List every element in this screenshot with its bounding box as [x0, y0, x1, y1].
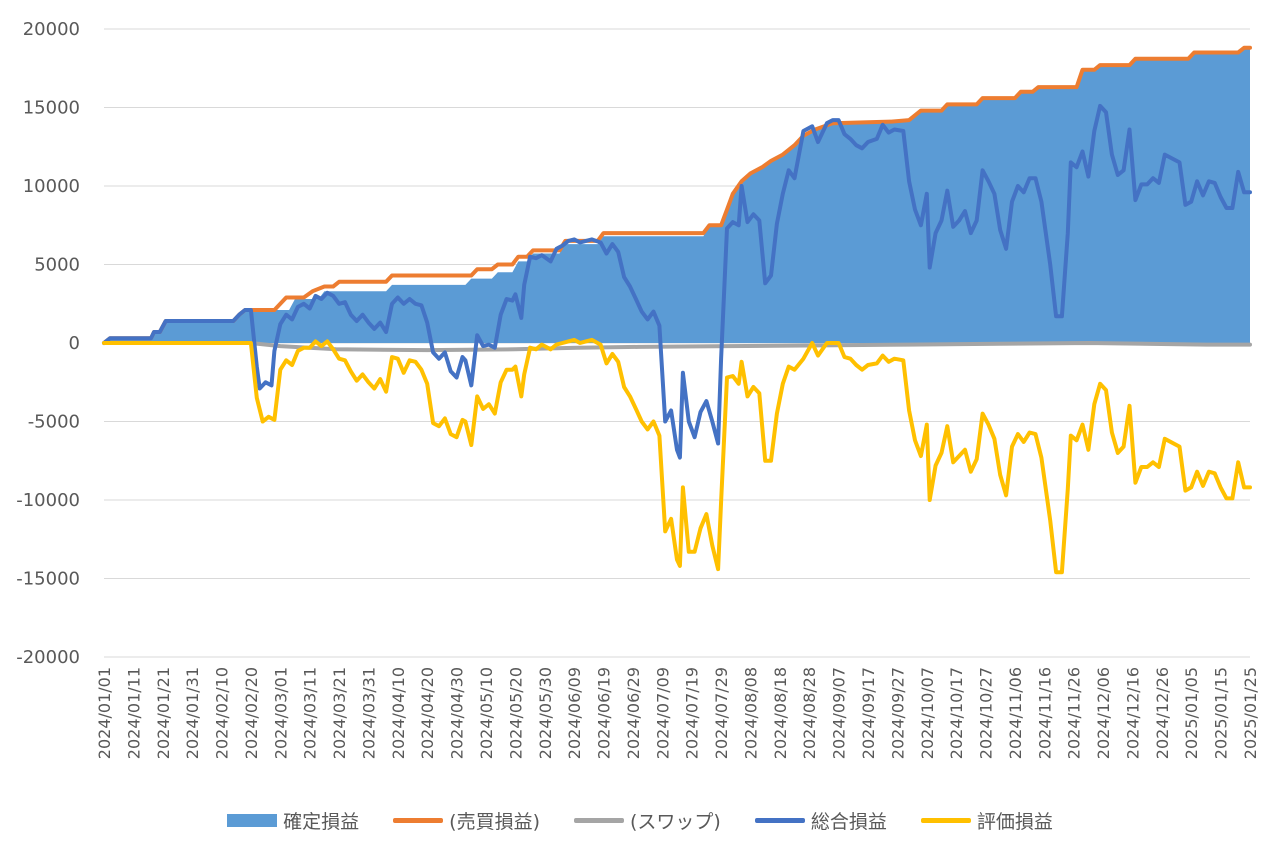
legend-swatch [920, 817, 971, 823]
x-tick-label: 2024/04/10 [389, 667, 408, 759]
x-tick-label: 2024/05/10 [477, 667, 496, 759]
x-tick-label: 2024/04/30 [448, 667, 467, 759]
x-tick-label: 2024/01/01 [95, 667, 114, 759]
x-tick-label: 2024/03/01 [271, 667, 290, 759]
x-tick-label: 2024/04/20 [418, 667, 437, 759]
x-tick-label: 2024/06/29 [624, 667, 643, 759]
y-tick-label: 10000 [23, 176, 80, 197]
x-tick-label: 2024/03/11 [301, 667, 320, 759]
y-tick-label: 5000 [34, 255, 80, 276]
y-tick-label: -20000 [16, 647, 80, 668]
legend-label: (売買損益) [449, 810, 540, 833]
y-tick-label: -5000 [28, 412, 80, 433]
series-line-総合損益 [102, 103, 1252, 460]
x-tick-label: 2024/09/17 [859, 667, 878, 759]
x-tick-label: 2024/02/20 [242, 667, 261, 759]
legend-swatch [393, 817, 444, 823]
y-tick-label: -15000 [16, 569, 80, 590]
x-tick-label: 2024/07/29 [712, 667, 731, 759]
x-tick-label: 2024/05/20 [506, 667, 525, 759]
series-line-(売買損益) [102, 45, 1252, 345]
x-tick-label: 2024/06/19 [595, 667, 614, 759]
legend-label: (スワップ) [629, 810, 721, 833]
x-tick-label: 2024/12/06 [1094, 667, 1113, 759]
area-layer [104, 49, 1250, 344]
y-tick-label: 0 [69, 333, 80, 354]
x-tick-label: 2024/12/26 [1153, 667, 1172, 759]
x-tick-label: 2025/01/25 [1241, 667, 1260, 759]
x-tick-label: 2024/11/26 [1065, 667, 1084, 759]
x-tick-label: 2024/02/10 [213, 667, 232, 759]
x-tick-label: 2024/11/06 [1006, 667, 1025, 759]
x-tick-label: 2024/08/18 [771, 667, 790, 759]
x-tick-label: 2025/01/15 [1212, 667, 1231, 759]
legend-label: 確定損益 [283, 810, 360, 833]
legend-label: 総合損益 [810, 810, 887, 833]
x-tick-label: 2025/01/05 [1182, 667, 1201, 759]
x-tick-label: 2024/01/31 [183, 667, 202, 759]
legend-item: (売買損益) [393, 807, 540, 834]
legend-item: 総合損益 [754, 807, 887, 834]
x-tick-label: 2024/10/17 [947, 667, 966, 759]
series-line-評価損益 [102, 337, 1252, 575]
x-tick-label: 2024/09/27 [888, 667, 907, 759]
x-tick-label: 2024/03/21 [330, 667, 349, 759]
y-tick-label: -10000 [16, 490, 80, 511]
legend-item: (スワップ) [573, 807, 721, 834]
x-tick-label: 2024/11/16 [1035, 667, 1054, 759]
y-axis: -20000 -15000 -10000 -5000 0 5000 10000 15000 20… [16, 19, 80, 668]
series-area-確定損益 [104, 49, 1250, 344]
legend-label: 評価損益 [976, 810, 1053, 833]
x-tick-label: 2024/08/28 [800, 667, 819, 759]
legend-item: 確定損益 [227, 807, 359, 834]
series-line-(スワップ) [102, 341, 1252, 353]
x-tick-label: 2024/06/09 [565, 667, 584, 759]
x-tick-label: 2024/12/16 [1123, 667, 1142, 759]
x-tick-label: 2024/05/30 [536, 667, 555, 759]
x-axis: 2024/01/01 2024/01/11 2024/01/21 2024/01/31… [95, 667, 1260, 759]
chart-svg: -20000 -15000 -10000 -5000 0 5000 10000 15000 20… [16, 19, 1260, 759]
x-tick-label: 2024/09/07 [830, 667, 849, 759]
y-tick-label: 20000 [23, 19, 80, 40]
legend-swatch [227, 813, 278, 827]
legend: 確定損益 (売買損益) (スワップ) 総合損益 評価損益 [0, 800, 1280, 840]
line-layer [102, 45, 1252, 575]
x-tick-label: 2024/01/21 [154, 667, 173, 759]
x-tick-label: 2024/08/08 [741, 667, 760, 759]
x-tick-label: 2024/10/07 [918, 667, 937, 759]
x-tick-label: 2024/10/27 [977, 667, 996, 759]
legend-swatch [573, 817, 624, 823]
x-tick-label: 2024/03/31 [359, 667, 378, 759]
y-tick-label: 15000 [23, 98, 80, 119]
legend-swatch [754, 817, 805, 823]
legend-item: 評価損益 [920, 807, 1053, 834]
x-tick-label: 2024/01/11 [124, 667, 143, 759]
x-tick-label: 2024/07/19 [683, 667, 702, 759]
x-tick-label: 2024/07/09 [653, 667, 672, 759]
